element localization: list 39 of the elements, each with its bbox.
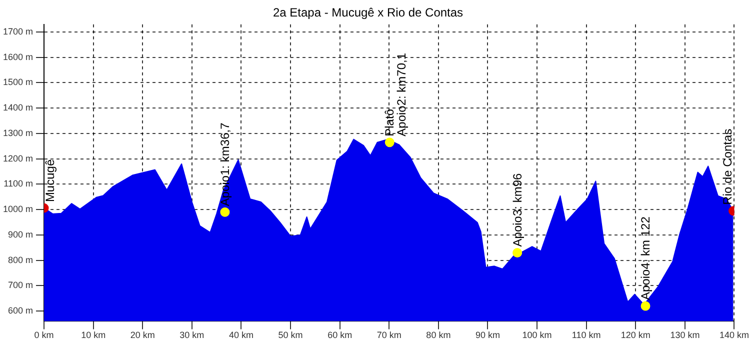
x-tick-label: 90 km bbox=[475, 330, 500, 340]
y-tick-label: 1500 m bbox=[2, 77, 34, 88]
annotation: Apoio3: km96 bbox=[510, 173, 524, 247]
annotation: Mucugê bbox=[43, 159, 58, 202]
y-tick-label: 1300 m bbox=[2, 128, 34, 138]
point bbox=[220, 207, 230, 217]
annotation: Apoio4: km 122 bbox=[638, 216, 652, 300]
x-tick-label: 30 km bbox=[180, 330, 204, 340]
point bbox=[640, 301, 650, 311]
x-tick-label: 80 km bbox=[426, 330, 451, 340]
x-tick-label: 100 km bbox=[522, 330, 552, 340]
y-tick-label: 1700 m bbox=[2, 26, 34, 36]
annotation: Apoio1: km36,7 bbox=[218, 122, 232, 206]
x-tick-label: 20 km bbox=[130, 330, 155, 340]
y-tick-label: 1100 m bbox=[4, 178, 34, 189]
y-tick-label: 600 m bbox=[8, 306, 34, 316]
x-tick-label: 10 km bbox=[81, 330, 106, 340]
y-tick-label: 1400 m bbox=[2, 102, 34, 113]
x-tick-label: 120 km bbox=[620, 330, 650, 340]
y-tick-label: 1600 m bbox=[2, 52, 34, 62]
chart-title: 2a Etapa - Mucugê x Rio de Contas bbox=[272, 6, 464, 20]
y-tick-label: 700 m bbox=[8, 280, 34, 290]
y-tick-label: 1000 m bbox=[2, 204, 34, 214]
x-tick-label: 40 km bbox=[228, 330, 254, 340]
y-tick-label: 800 m bbox=[8, 254, 34, 265]
annotation: Rio de Contas bbox=[720, 128, 734, 205]
x-tick-label: 130 km bbox=[670, 330, 700, 340]
point bbox=[384, 138, 394, 148]
annotation: Apoio2: km70,1 bbox=[394, 52, 409, 136]
x-tick-label: 60 km bbox=[328, 330, 352, 340]
y-tick-label: 1200 m bbox=[2, 153, 34, 164]
x-tick-label: 0 km bbox=[34, 330, 54, 340]
point bbox=[512, 248, 522, 258]
x-tick-label: 110 km bbox=[572, 330, 601, 340]
x-tick-label: 140 km bbox=[719, 330, 749, 340]
x-tick-label: 50 km bbox=[278, 330, 303, 340]
annotation: Platô bbox=[382, 108, 397, 136]
y-tick-label: 900 m bbox=[8, 229, 34, 240]
x-tick-label: 70 km bbox=[376, 330, 402, 340]
